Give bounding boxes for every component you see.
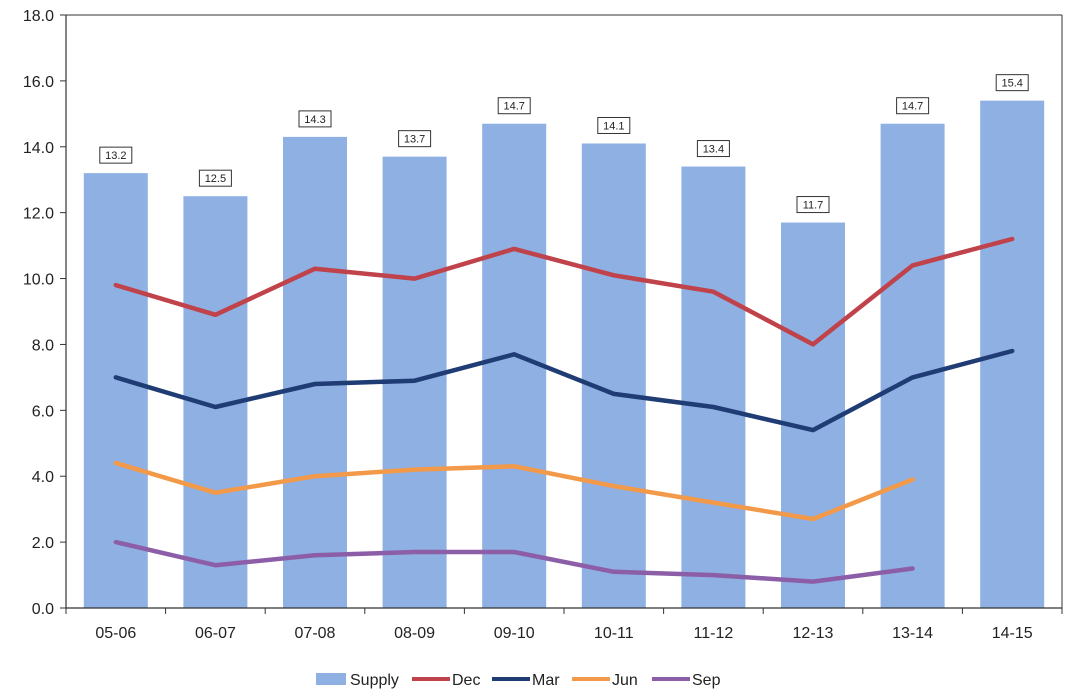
series-line-mar <box>113 348 1015 433</box>
data-label-box <box>398 130 432 148</box>
data-label-box <box>896 97 930 115</box>
legend-label-mar: Mar <box>532 672 560 689</box>
data-label-box <box>198 169 232 187</box>
bar-supply <box>283 136 347 608</box>
bar-supply <box>980 100 1045 609</box>
y-tick-label: 0.0 <box>32 601 54 618</box>
series-line-sep <box>113 539 915 584</box>
legend-swatch-supply <box>316 673 346 685</box>
data-label-box <box>696 140 730 158</box>
x-tick-label: 08-09 <box>394 625 435 642</box>
y-tick-label: 18.0 <box>23 8 54 25</box>
y-tick-label: 4.0 <box>32 469 54 486</box>
legend-label-dec: Dec <box>452 672 480 689</box>
x-tick-label: 07-08 <box>295 625 336 642</box>
bar-supply <box>83 173 148 608</box>
bar-supply <box>781 222 845 609</box>
y-tick-label: 8.0 <box>32 337 54 354</box>
x-tick-label: 05-06 <box>95 625 136 642</box>
y-tick-label: 10.0 <box>23 272 54 289</box>
y-tick-label: 6.0 <box>32 403 54 420</box>
bar-supply <box>880 123 945 608</box>
x-tick-label: 11-12 <box>694 625 734 642</box>
bar-supply <box>482 123 547 608</box>
y-tick-label: 2.0 <box>32 535 54 552</box>
data-label-box <box>99 146 133 164</box>
legend-label-jun: Jun <box>612 672 638 689</box>
y-tick-label: 12.0 <box>23 206 54 223</box>
data-label: 14.3 <box>304 114 325 126</box>
series-line-dec <box>113 236 1015 347</box>
legend-label-supply: Supply <box>350 672 399 689</box>
data-label: 14.7 <box>503 101 524 113</box>
y-tick-label: 14.0 <box>23 140 54 157</box>
x-tick-label: 09-10 <box>494 625 535 642</box>
data-label-box <box>597 116 631 134</box>
data-label-box <box>298 110 332 128</box>
data-label: 15.4 <box>1001 78 1022 90</box>
data-label-box <box>995 74 1029 92</box>
x-tick-label: 10-11 <box>594 625 634 642</box>
bar-supply <box>681 166 746 609</box>
data-label: 13.4 <box>703 144 724 156</box>
legend-label-sep: Sep <box>692 672 721 689</box>
x-tick-label: 13-14 <box>892 625 933 642</box>
data-label: 14.1 <box>603 120 624 132</box>
data-label: 14.7 <box>902 101 923 113</box>
data-label-box <box>796 196 830 214</box>
y-tick-label: 16.0 <box>23 74 54 91</box>
bar-supply <box>581 143 646 608</box>
data-label-box <box>497 97 531 115</box>
x-tick-label: 06-07 <box>195 625 236 642</box>
data-label: 13.7 <box>404 134 425 146</box>
data-label: 13.2 <box>105 150 126 162</box>
x-tick-label: 14-15 <box>992 625 1033 642</box>
data-label: 12.5 <box>205 173 226 185</box>
series-line-jun <box>113 460 915 522</box>
x-tick-label: 12-13 <box>793 625 834 642</box>
data-label: 11.7 <box>803 200 824 212</box>
